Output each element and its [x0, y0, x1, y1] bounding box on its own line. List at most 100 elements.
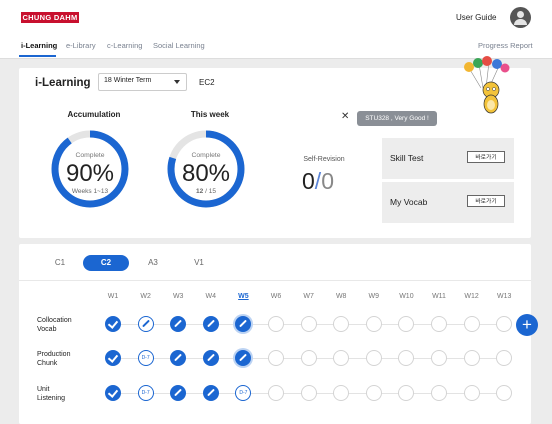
week-empty-dot[interactable]: [496, 316, 513, 332]
main-nav: i-Learning e-Library c-Learning Social L…: [0, 36, 552, 59]
self-revision-sep: /: [314, 168, 322, 194]
chungdahm-logo[interactable]: CHUNG DAHM: [21, 12, 79, 23]
caret-down-icon: [174, 80, 180, 84]
row-label-line: Chunk: [37, 360, 58, 367]
week-empty-dot[interactable]: [333, 350, 350, 366]
week-d7-badge[interactable]: D-7: [137, 350, 154, 366]
self-revision-done: 0: [302, 168, 315, 194]
user-avatar-icon[interactable]: [510, 7, 531, 28]
week-current-pen-icon[interactable]: [235, 316, 252, 332]
check-icon: [107, 318, 119, 329]
week-label: W9: [368, 293, 380, 300]
week-d7-badge[interactable]: D-7: [137, 385, 154, 401]
term-select[interactable]: 18 Winter Term: [98, 73, 187, 91]
week-done-pen-icon[interactable]: [170, 385, 187, 401]
progress-report-link[interactable]: Progress Report: [478, 41, 533, 50]
skill-test-label: Skill Test: [390, 153, 424, 163]
week-label: W6: [270, 293, 282, 300]
week-empty-dot[interactable]: [268, 385, 284, 401]
nav-tab-social-learning[interactable]: Social Learning: [153, 41, 205, 50]
week-pending-pen-icon[interactable]: [137, 316, 154, 332]
week-empty-dot[interactable]: [496, 385, 513, 401]
week-label: W2: [140, 293, 151, 300]
this-week-label: This week: [190, 110, 230, 119]
accumulation-complete-label: Complete: [75, 152, 105, 159]
section-title: i-Learning: [35, 77, 91, 89]
add-fab-button[interactable]: +: [516, 314, 538, 336]
week-label: W1: [107, 293, 119, 300]
week-empty-dot[interactable]: [333, 316, 350, 332]
tab-v1[interactable]: V1: [194, 258, 204, 267]
week-label: W11: [432, 293, 446, 300]
week-done-check-icon[interactable]: [105, 350, 121, 366]
week-empty-dot[interactable]: [463, 316, 480, 332]
this-week-ring: [167, 130, 245, 208]
row-label-line: Listening: [37, 395, 66, 402]
week-empty-dot[interactable]: [463, 350, 480, 366]
my-vocab-card: My Vocab 바로가기: [382, 182, 514, 223]
week-empty-dot[interactable]: [268, 350, 284, 366]
row-label: Unit Listening: [37, 385, 65, 403]
week-done-check-icon[interactable]: [105, 316, 121, 332]
week-empty-dot[interactable]: [463, 385, 480, 401]
week-label: W7: [303, 293, 314, 300]
week-done-pen-icon[interactable]: [170, 350, 187, 366]
row-label-line: Collocation: [37, 317, 72, 324]
user-guide-link[interactable]: User Guide: [456, 13, 497, 22]
pencil-icon: [206, 388, 215, 397]
tab-c1[interactable]: C1: [54, 258, 66, 267]
pencil-icon: [174, 388, 183, 397]
week-done-pen-icon[interactable]: [202, 350, 219, 366]
this-week-count: 12 / 15: [166, 188, 246, 195]
accumulation-weeks: Weeks 1~13: [71, 188, 109, 195]
week-d7-badge[interactable]: D-7: [235, 385, 252, 401]
week-empty-dot[interactable]: [431, 385, 447, 401]
week-empty-dot[interactable]: [365, 350, 382, 366]
week-empty-dot[interactable]: [300, 385, 317, 401]
week-empty-dot[interactable]: [398, 350, 415, 366]
week-done-pen-icon[interactable]: [202, 316, 219, 332]
pencil-icon: [141, 319, 150, 328]
week-done-pen-icon[interactable]: [202, 385, 219, 401]
week-empty-dot[interactable]: [300, 350, 317, 366]
close-icon[interactable]: ✕: [341, 111, 350, 122]
week-done-check-icon[interactable]: [105, 385, 121, 401]
nav-tab-c-learning[interactable]: c-Learning: [107, 41, 143, 50]
pencil-icon: [206, 319, 215, 328]
week-empty-dot[interactable]: [398, 316, 415, 332]
this-week-complete-label: Complete: [191, 152, 221, 159]
check-icon: [107, 352, 119, 363]
accumulation-ring: [51, 130, 129, 208]
week-empty-dot[interactable]: [496, 350, 513, 366]
week-empty-dot[interactable]: [431, 316, 447, 332]
week-empty-dot[interactable]: [398, 385, 415, 401]
tab-c2[interactable]: C2: [83, 255, 129, 271]
self-revision-value: 0/0: [302, 168, 334, 195]
summary-card: i-Learning 18 Winter Term EC2 Accumulati…: [19, 56, 531, 238]
row-label-line: Production: [37, 351, 71, 358]
week-label: W13: [496, 293, 512, 300]
pencil-icon: [174, 319, 183, 328]
accumulation-percent: 90%: [65, 160, 115, 187]
week-label: W3: [172, 293, 184, 300]
check-icon: [107, 387, 119, 398]
week-current-pen-icon[interactable]: [235, 350, 252, 366]
week-done-pen-icon[interactable]: [170, 316, 187, 332]
week-empty-dot[interactable]: [365, 316, 382, 332]
this-week-total: / 15: [203, 188, 216, 195]
skill-test-go-button[interactable]: 바로가기: [467, 151, 505, 163]
week-empty-dot[interactable]: [431, 350, 447, 366]
weekly-progress-card: C1 C2 A3 V1 W1 W2 W3 W4 W5 W6 W7 W8 W9 W10 W11 W12 W…: [19, 244, 531, 424]
tab-a3[interactable]: A3: [148, 258, 158, 267]
nav-tab-e-library[interactable]: e-Library: [66, 41, 96, 50]
my-vocab-go-button[interactable]: 바로가기: [467, 195, 505, 207]
nav-tab-i-learning[interactable]: i-Learning: [21, 41, 58, 50]
week-empty-dot[interactable]: [333, 385, 350, 401]
accumulation-label: Accumulation: [67, 110, 121, 119]
week-empty-dot[interactable]: [365, 385, 382, 401]
week-empty-dot[interactable]: [268, 316, 284, 332]
week-empty-dot[interactable]: [300, 316, 317, 332]
week-label: W8: [335, 293, 347, 300]
term-select-value: 18 Winter Term: [104, 77, 152, 84]
week-label: W4: [205, 293, 217, 300]
